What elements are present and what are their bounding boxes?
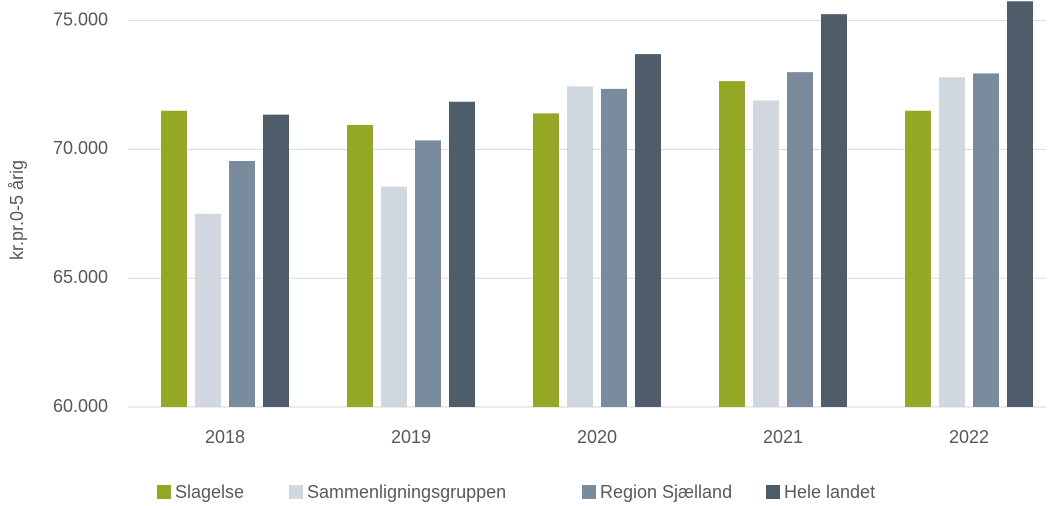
y-axis-label: kr.pr.0-5 årig: [7, 160, 27, 260]
bar: [533, 113, 559, 408]
bar: [787, 72, 813, 407]
legend-label: Hele landet: [784, 482, 875, 502]
x-tick-label: 2022: [949, 427, 989, 447]
legend-label: Sammenligningsgruppen: [307, 482, 506, 502]
bar: [567, 86, 593, 407]
bar: [381, 186, 407, 407]
legend-swatch: [582, 485, 596, 499]
legend-swatch: [157, 485, 171, 499]
x-tick-label: 2021: [763, 427, 803, 447]
legend-label: Region Sjælland: [600, 482, 732, 502]
legend-swatch: [766, 485, 780, 499]
bar: [905, 110, 931, 408]
bar: [229, 160, 255, 407]
bar: [449, 101, 475, 407]
bar: [821, 14, 847, 407]
legend-swatch: [289, 485, 303, 499]
x-tick-label: 2020: [577, 427, 617, 447]
y-tick-label: 75.000: [53, 9, 108, 29]
bar: [973, 73, 999, 408]
bar: [753, 100, 779, 407]
bar: [635, 54, 661, 407]
y-tick-label: 70.000: [53, 138, 108, 158]
bar: [161, 110, 187, 408]
bar: [719, 81, 745, 408]
x-tick-label: 2019: [391, 427, 431, 447]
bar: [1007, 1, 1033, 408]
bar: [347, 124, 373, 408]
bar: [195, 213, 221, 407]
bar: [601, 88, 627, 408]
x-tick-label: 2018: [205, 427, 245, 447]
y-tick-label: 65.000: [53, 267, 108, 287]
bar: [415, 140, 441, 408]
bar: [939, 77, 965, 408]
bar: [263, 114, 289, 407]
y-tick-label: 60.000: [53, 396, 108, 416]
legend-label: Slagelse: [175, 482, 244, 502]
